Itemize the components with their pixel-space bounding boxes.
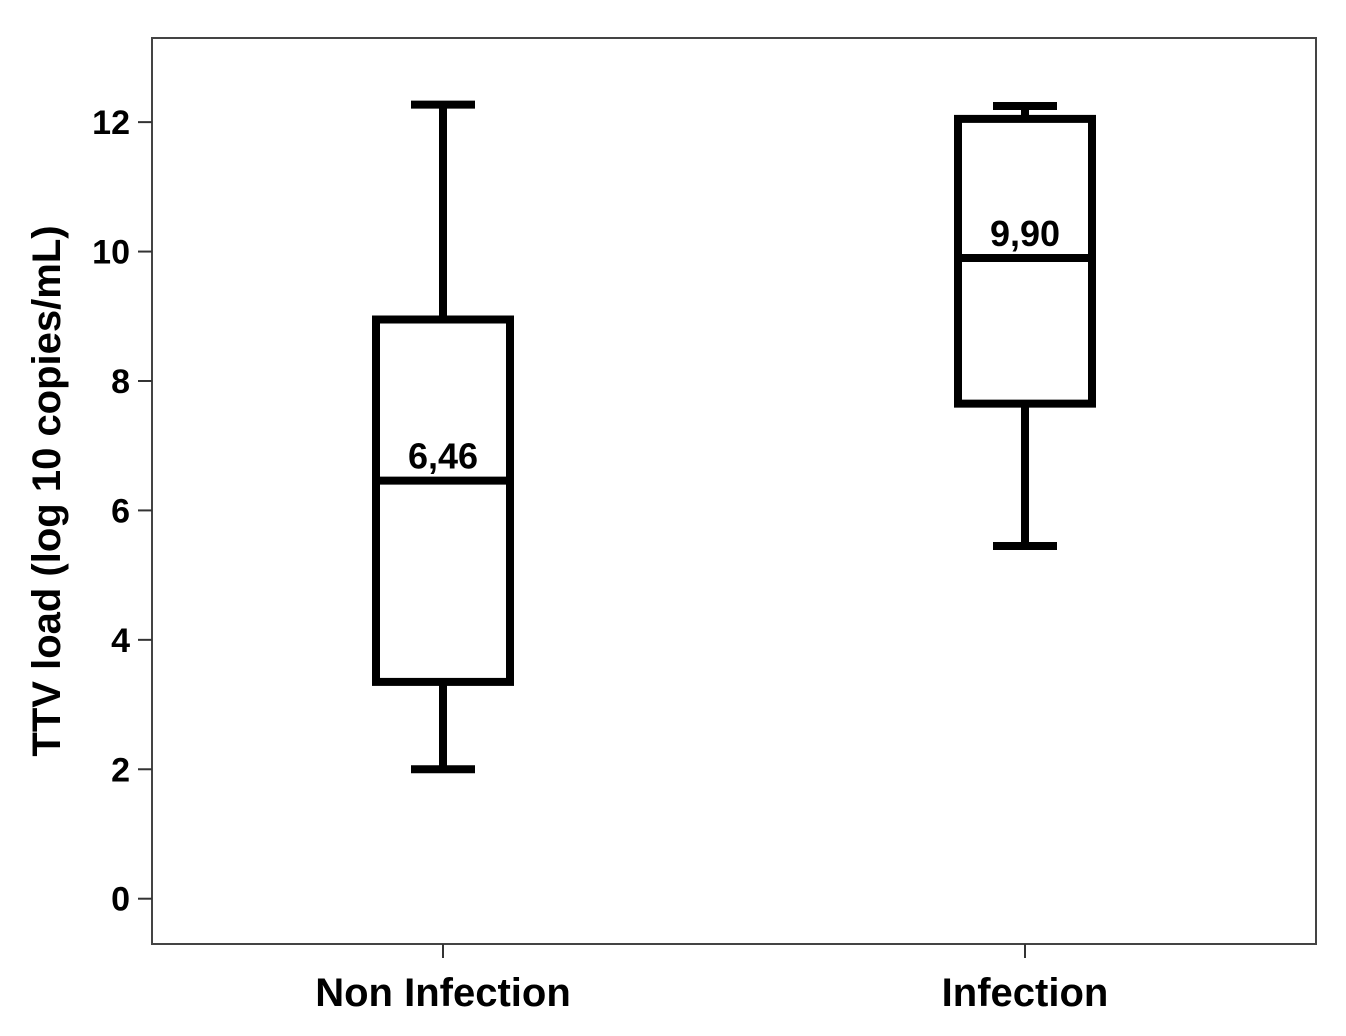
- y-tick-label: 10: [92, 234, 130, 272]
- y-axis-ticks: 0 2 4 6 8 10 12: [92, 104, 152, 919]
- y-tick-label: 6: [111, 492, 130, 530]
- y-tick-label: 8: [111, 363, 130, 401]
- y-tick-label: 12: [92, 104, 130, 142]
- median-label: 6,46: [408, 436, 478, 477]
- box-group: 9,90: [954, 101, 1096, 551]
- x-axis-ticks: Non Infection Infection: [315, 944, 1108, 1015]
- y-axis-label: TTV load (log 10 copies/mL): [25, 225, 69, 756]
- plot-frame: [151, 37, 1317, 945]
- iqr-box: [372, 315, 514, 686]
- y-tick-label: 4: [111, 622, 130, 660]
- y-tick-label: 0: [111, 881, 130, 919]
- x-tick-label: Non Infection: [315, 971, 571, 1015]
- y-tick-label: 2: [111, 751, 130, 789]
- median-label: 9,90: [990, 213, 1060, 254]
- box-series: 6,46 9,90: [372, 100, 1096, 774]
- x-tick-label: Infection: [942, 971, 1109, 1015]
- box-group: 6,46: [372, 100, 514, 774]
